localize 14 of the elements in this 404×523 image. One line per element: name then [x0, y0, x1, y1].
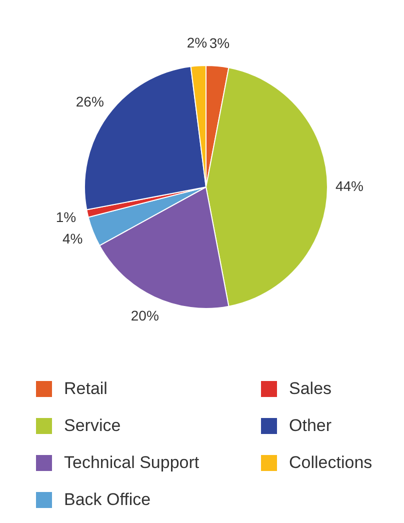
- data-label: 4%: [62, 230, 83, 247]
- legend-label: Back Office: [64, 490, 151, 510]
- data-label: 44%: [335, 178, 364, 194]
- data-label: 3%: [209, 34, 230, 51]
- data-label: 1%: [56, 209, 76, 226]
- legend-label: Technical Support: [64, 452, 200, 472]
- legend-label: Retail: [64, 378, 108, 398]
- legend-label: Service: [64, 416, 121, 436]
- data-label: 2%: [186, 34, 208, 51]
- legend-label: Sales: [289, 378, 332, 398]
- legend-label: Collections: [289, 452, 372, 472]
- legend-label: Other: [289, 416, 332, 436]
- data-label: 20%: [130, 308, 159, 324]
- data-label: 26%: [76, 94, 104, 110]
